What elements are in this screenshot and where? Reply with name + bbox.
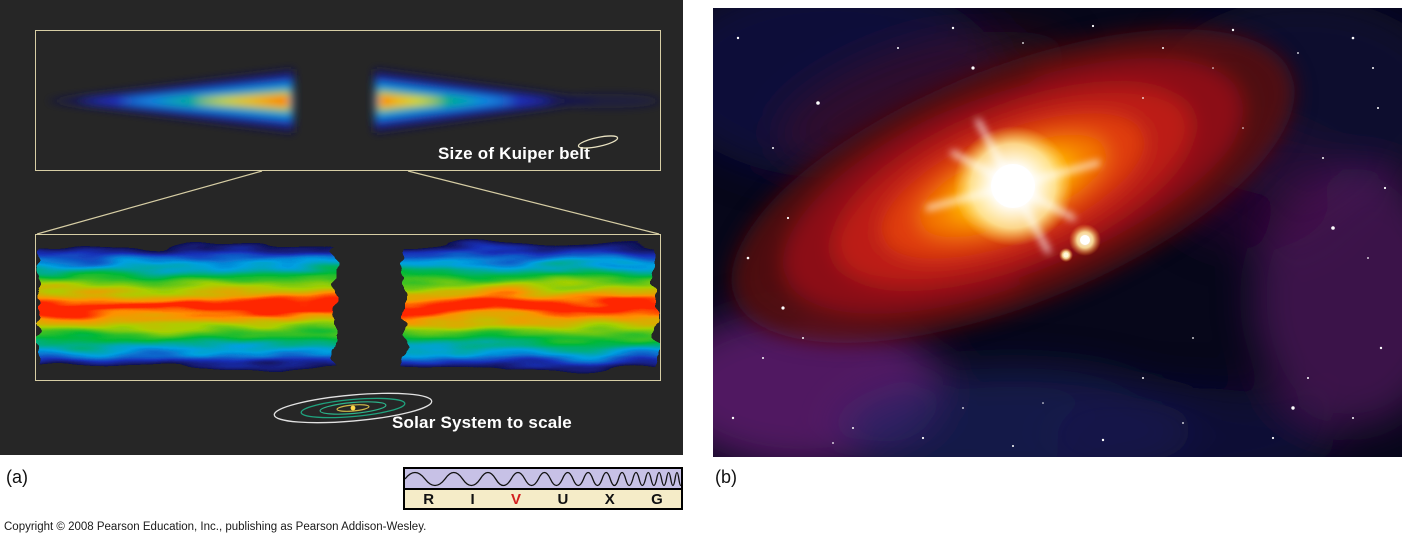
band-letter-g: G [651,490,663,508]
protoplanetary-disk-artist-impression [713,8,1402,457]
disk-image-observed [35,30,661,171]
solar-system-orbits-icon [273,392,433,424]
wavelength-wave-icon [405,469,681,490]
star-field [731,24,1387,447]
band-letter-x: X [604,490,615,508]
band-letter-i: I [470,490,475,508]
companion-clumps [1059,224,1101,262]
panel-a: Size of Kuiper belt Solar System to scal… [0,0,683,455]
kuiper-belt-size-icon [577,135,619,149]
disk-image-zoomed [35,234,661,381]
band-letter-r: R [423,490,435,508]
band-letter-u: U [557,490,569,508]
panel-a-label: (a) [6,467,28,487]
panel-b-label: (b) [715,467,737,487]
central-star-glow [925,118,1101,254]
wavelength-letters: R I V U X G [405,490,681,508]
zoomed-disk-bands [39,245,656,369]
copyright-text: Copyright © 2008 Pearson Education, Inc.… [4,521,427,533]
wavelength-band-indicator: R I V U X G [403,467,683,510]
solar-system-caption: Solar System to scale [392,413,572,432]
band-letter-v: V [511,490,522,508]
panel-b [713,8,1402,457]
kuiper-belt-caption: Size of Kuiper belt [438,144,591,163]
edge-on-disk-image [46,69,660,133]
